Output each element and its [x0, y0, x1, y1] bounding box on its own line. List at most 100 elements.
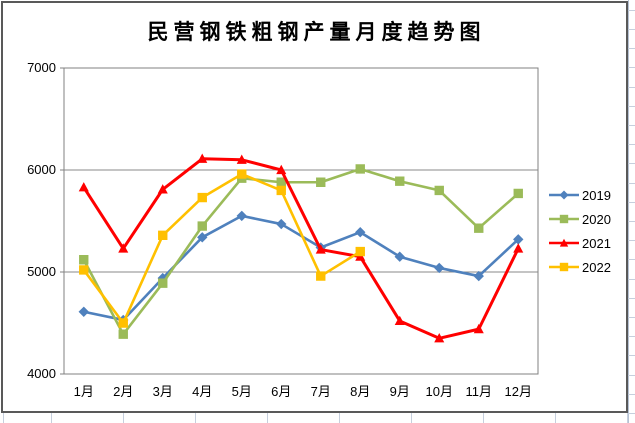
series-2021[interactable] — [78, 153, 524, 343]
series-2022-marker[interactable] — [237, 169, 247, 179]
legend-marker-2021 — [549, 238, 579, 247]
y-tick-label-4000: 4000 — [27, 366, 56, 381]
x-tick-label-1: 1月 — [74, 384, 94, 399]
series-2020-marker[interactable] — [316, 177, 326, 187]
series-2021-marker[interactable] — [157, 184, 168, 194]
series-2021-marker[interactable] — [315, 244, 326, 254]
series-2020-marker[interactable] — [276, 177, 286, 187]
series-2021-marker[interactable] — [473, 323, 484, 334]
series-2020-marker[interactable] — [197, 221, 207, 231]
series-2020-line[interactable] — [82, 167, 520, 336]
series-2021-marker[interactable] — [118, 243, 129, 253]
legend-item-2021[interactable]: 2021 — [548, 231, 611, 255]
cell-gridline — [628, 0, 629, 423]
cell-gridline — [628, 87, 635, 88]
series-2019-marker[interactable] — [434, 262, 445, 274]
series-2021-marker[interactable] — [197, 153, 208, 163]
chart-legend: 2019 2020 2021 2022 — [548, 183, 611, 279]
series-2022-marker[interactable] — [355, 246, 365, 257]
series-2019[interactable] — [78, 210, 524, 326]
cell-gridline — [628, 106, 635, 107]
legend-label-2022: 2022 — [582, 259, 611, 275]
chart-area[interactable]: 民营钢铁粗钢产量月度趋势图 — [1, 1, 628, 413]
cell-gridline — [51, 413, 52, 423]
series-2021-marker[interactable] — [236, 154, 247, 164]
cell-gridline — [628, 163, 635, 164]
series-2022-marker[interactable] — [197, 192, 207, 203]
series-2021-marker[interactable] — [78, 182, 89, 192]
cell-gridline — [123, 413, 124, 423]
cell-gridline — [339, 413, 340, 423]
cell-gridline — [628, 29, 635, 30]
x-tick-label-8: 8月 — [350, 384, 370, 399]
cell-gridline — [628, 10, 635, 11]
series-2019-marker[interactable] — [276, 218, 287, 230]
legend-label-2021: 2021 — [582, 235, 611, 251]
cell-gridline — [483, 413, 484, 423]
cell-gridline — [628, 413, 635, 414]
series-2022-marker[interactable] — [158, 230, 168, 240]
legend-item-2022[interactable]: 2022 — [548, 255, 611, 279]
cell-gridline — [628, 317, 635, 318]
x-tick-label-10: 10月 — [426, 384, 453, 399]
cell-gridline — [628, 125, 635, 126]
series-2020-marker[interactable] — [158, 278, 168, 288]
y-tick-label-5000: 5000 — [27, 264, 56, 279]
cell-gridline — [628, 67, 635, 68]
y-tick-label-7000: 7000 — [27, 60, 56, 75]
series-2021-line[interactable] — [82, 157, 520, 340]
cell-gridline — [628, 298, 635, 299]
series-2020-marker[interactable] — [79, 255, 89, 265]
cell-gridline — [628, 183, 635, 184]
plot-border — [63, 67, 539, 375]
cell-gridline — [411, 413, 412, 423]
cell-gridline — [628, 48, 635, 49]
spreadsheet-gridlines-right — [628, 0, 635, 423]
cell-gridline — [555, 413, 556, 423]
series-2020-marker[interactable] — [118, 329, 128, 339]
x-tick-label-6: 6月 — [271, 384, 291, 399]
spreadsheet-gridlines-bottom — [0, 413, 635, 423]
cell-gridline — [628, 375, 635, 376]
cell-gridline — [195, 413, 196, 423]
series-2021-marker[interactable] — [394, 315, 405, 326]
series-2022-marker[interactable] — [118, 318, 128, 328]
x-tick-label-3: 3月 — [153, 384, 173, 399]
series-2021-marker[interactable] — [434, 333, 445, 343]
series-2021-marker[interactable] — [276, 164, 287, 175]
series-2019-marker[interactable] — [236, 210, 247, 222]
series-2020-marker[interactable] — [513, 188, 523, 199]
legend-item-2020[interactable]: 2020 — [548, 207, 611, 231]
series-2019-marker[interactable] — [197, 232, 208, 243]
cell-gridline — [628, 202, 635, 203]
series-2021-marker[interactable] — [513, 243, 524, 253]
series-2022-line[interactable] — [82, 172, 361, 325]
series-2019-marker[interactable] — [394, 251, 405, 262]
series-2019-marker[interactable] — [473, 270, 484, 282]
cell-gridline — [628, 336, 635, 337]
cell-gridline — [3, 413, 4, 423]
series-2020-marker[interactable] — [474, 223, 484, 233]
legend-marker-2019 — [549, 190, 579, 200]
series-2019-marker[interactable] — [355, 227, 366, 238]
series-2020-marker[interactable] — [395, 176, 405, 186]
series-2022-marker[interactable] — [276, 185, 286, 196]
x-tick-label-4: 4月 — [192, 384, 212, 399]
cell-gridline — [628, 394, 635, 395]
series-2020-marker[interactable] — [355, 164, 365, 174]
legend-item-2019[interactable]: 2019 — [548, 183, 611, 207]
series-2020-marker[interactable] — [434, 185, 444, 196]
x-tick-label-12: 12月 — [505, 384, 532, 399]
series-2021-marker[interactable] — [355, 251, 366, 261]
x-tick-label-5: 5月 — [232, 384, 252, 399]
series-2022-marker[interactable] — [316, 271, 326, 281]
series-2020[interactable] — [79, 164, 523, 339]
series-2022[interactable] — [79, 169, 365, 328]
series-2019-marker[interactable] — [78, 306, 89, 317]
cell-gridline — [627, 413, 628, 423]
cell-gridline — [628, 240, 635, 241]
cell-gridline — [267, 413, 268, 423]
cell-gridline — [628, 279, 635, 280]
cell-gridline — [628, 221, 635, 222]
series-2022-marker[interactable] — [79, 265, 89, 275]
